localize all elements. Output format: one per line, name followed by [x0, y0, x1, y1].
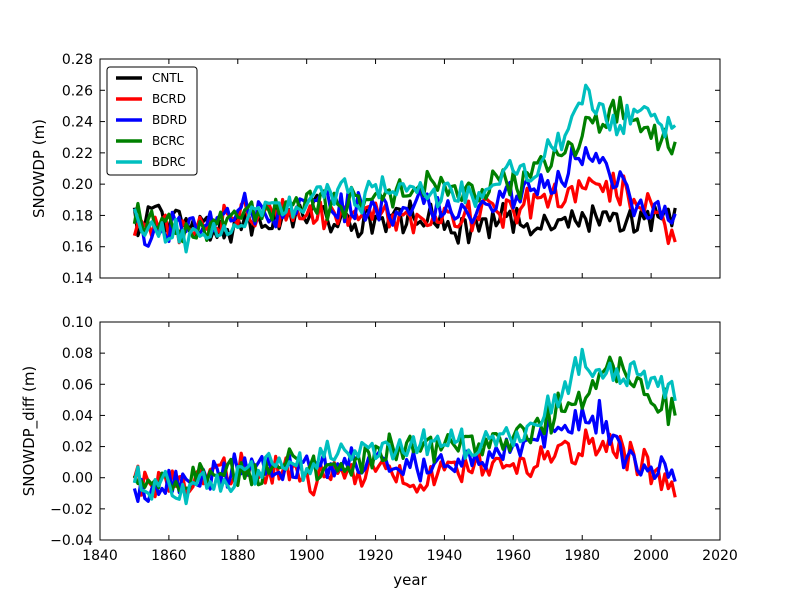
bottom-ytick-label: 0.10: [62, 315, 93, 331]
xtick-label: 1960: [496, 548, 532, 564]
legend-label-bcrd: BCRD: [152, 92, 186, 106]
xtick-label: 1900: [289, 548, 325, 564]
bottom-axes-frame: [99, 321, 721, 541]
bottom-ytick-label: 0.00: [62, 471, 93, 487]
legend-box: [106, 66, 198, 176]
legend-label-bcrc: BCRC: [152, 134, 185, 148]
top-series-lines: [132, 83, 677, 254]
xtick-label: 1840: [82, 548, 118, 564]
top-ytick-label: 0.16: [62, 240, 93, 256]
bottom-series-line-bcrc: [132, 355, 677, 493]
bottom-ytick-label: 0.04: [62, 408, 93, 424]
xtick-label: 1880: [220, 548, 256, 564]
top-y-axis-label: SNOWDP (m): [30, 119, 48, 218]
bottom-axes: −0.04−0.020.000.020.040.060.080.10 1840 1…: [20, 315, 738, 589]
xtick-label: 1860: [151, 548, 187, 564]
legend-label-bdrd: BDRD: [152, 113, 187, 127]
legend-label-bdrc: BDRC: [152, 155, 186, 169]
bottom-ytick-label: −0.04: [50, 533, 93, 549]
bottom-ytick-label: 0.08: [62, 346, 93, 362]
top-series-line-bdrc: [132, 83, 677, 254]
top-axes: 0.14 0.16 0.18 0.20 0.22 0.24 0.26 0.28 SNOWDP …: [30, 52, 721, 287]
top-series-line-cntl: [132, 193, 677, 245]
bottom-y-axis-label: SNOWDP_diff (m): [20, 366, 39, 497]
xtick-label: 1940: [427, 548, 463, 564]
top-x-ticks: [99, 59, 721, 278]
xtick-label: 1980: [564, 548, 600, 564]
xtick-label: 1920: [358, 548, 394, 564]
bottom-series-line-bdrd: [132, 398, 677, 503]
bottom-ytick-label: 0.06: [62, 377, 93, 393]
top-ytick-label: 0.24: [62, 115, 93, 131]
x-axis-label: year: [393, 571, 427, 589]
top-ytick-label: 0.26: [62, 83, 93, 99]
top-series-line-bdrd: [133, 145, 677, 248]
top-y-ticks: 0.14 0.16 0.18 0.20 0.22 0.24 0.26 0.28: [62, 52, 720, 287]
legend: CNTL BCRD BDRD BCRC BDRC: [106, 66, 198, 176]
bottom-ytick-label: −0.02: [50, 502, 93, 518]
top-ytick-label: 0.18: [62, 208, 93, 224]
top-ytick-label: 0.28: [62, 52, 93, 68]
legend-label-cntl: CNTL: [152, 71, 184, 85]
bottom-x-ticks: 1840 1860 1880 1900 1920 1940 1960 1980 2000 2020: [82, 322, 738, 564]
bottom-series-line-bdrc: [132, 347, 677, 506]
top-axes-frame: [99, 58, 721, 279]
top-ytick-label: 0.14: [62, 271, 93, 287]
bottom-series-lines: [132, 347, 677, 506]
bottom-y-ticks: −0.04 −0.02 0.00 0.02 0.04 0.06 0.08 0.10: [50, 315, 720, 549]
top-series-line-bcrd: [132, 171, 677, 246]
xtick-label: 2020: [702, 548, 738, 564]
xtick-label: 2000: [633, 548, 669, 564]
top-ytick-label: 0.20: [62, 177, 93, 193]
top-ytick-label: 0.22: [62, 146, 93, 162]
bottom-ytick-label: 0.02: [62, 440, 93, 456]
